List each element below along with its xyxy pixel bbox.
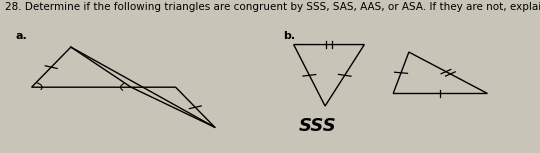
Text: b.: b. <box>283 31 295 41</box>
Text: SSS: SSS <box>299 117 336 135</box>
Text: a.: a. <box>16 31 28 41</box>
Text: 28. Determine if the following triangles are congruent by SSS, SAS, AAS, or ASA.: 28. Determine if the following triangles… <box>5 2 540 11</box>
